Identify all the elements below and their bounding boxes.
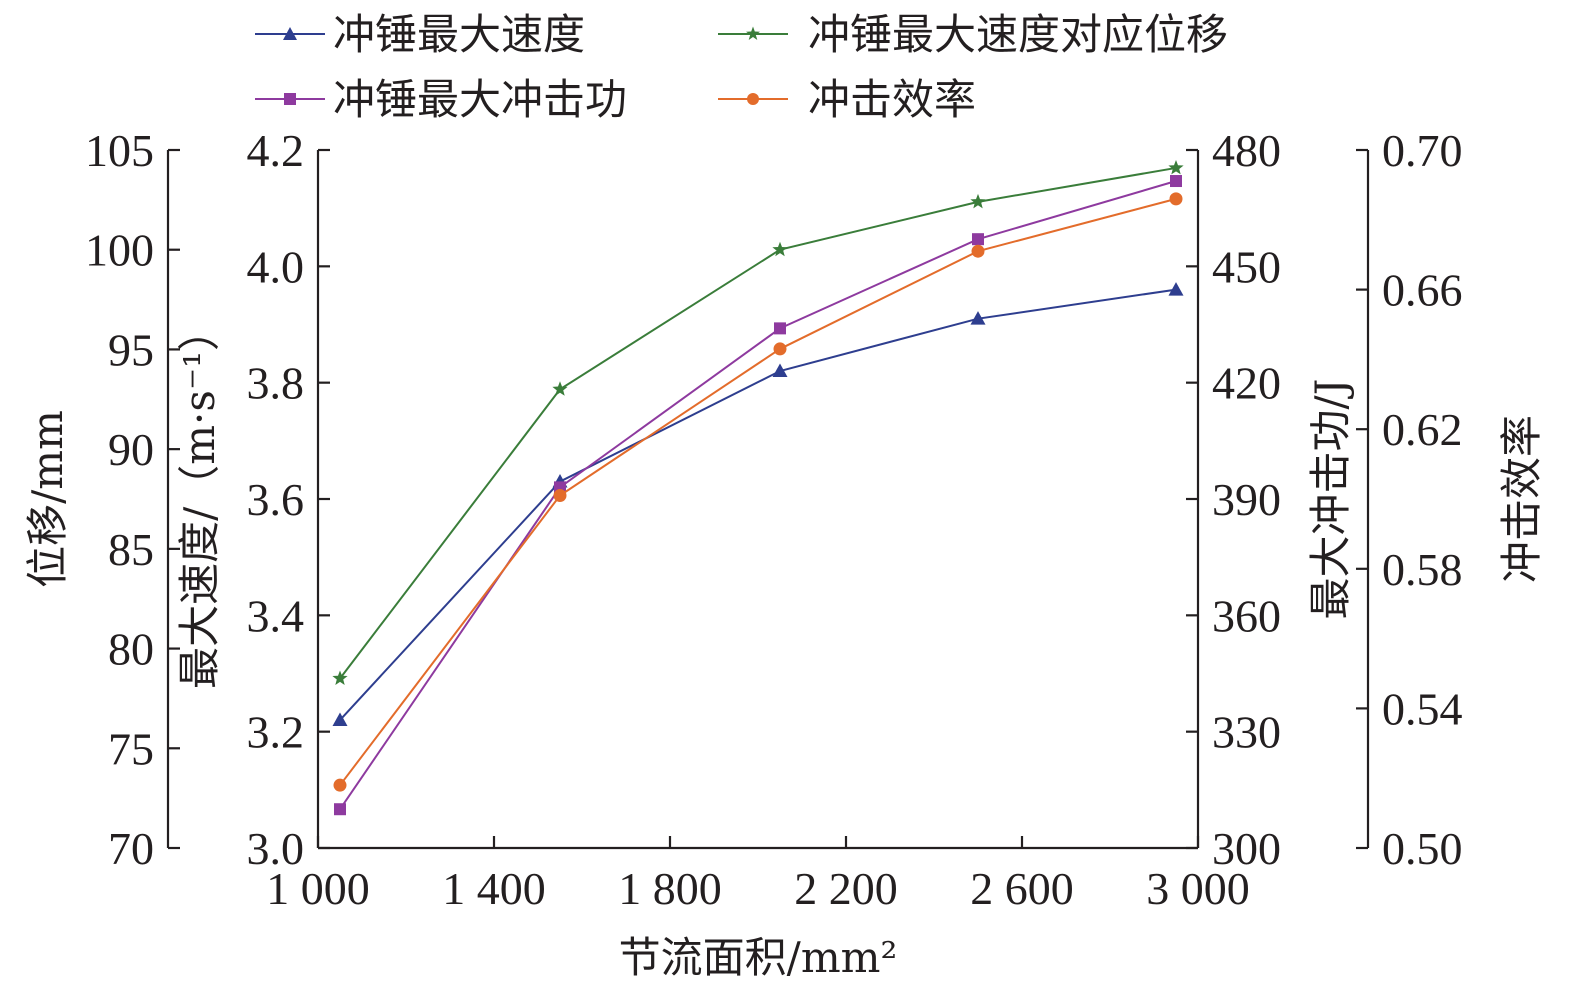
x-tick-label: 1 400	[442, 863, 546, 914]
x-tick-label: 1 000	[266, 863, 370, 914]
displacement-tick-label: 90	[108, 424, 154, 475]
legend-item-velocity: 冲锤最大速度	[255, 10, 585, 59]
legend-label-efficiency: 冲击效率	[808, 75, 976, 124]
data-point-efficiency	[1170, 192, 1183, 205]
efficiency-tick-label: 0.70	[1382, 125, 1463, 176]
x-tick-label: 2 200	[794, 863, 898, 914]
legend-label-velocity: 冲锤最大速度	[333, 10, 585, 59]
energy-tick-label: 450	[1212, 241, 1281, 292]
legend-marker-displacement	[746, 27, 760, 41]
legend-label-displacement: 冲锤最大速度对应位移	[808, 10, 1228, 59]
displacement-tick-label: 85	[108, 524, 154, 575]
energy-tick-label: 480	[1212, 125, 1281, 176]
x-tick-label: 3 000	[1146, 863, 1250, 914]
series-displacement	[332, 160, 1183, 685]
velocity-tick-label: 4.0	[247, 241, 305, 292]
energy-axis-title: 最大冲击功/J	[1306, 379, 1355, 620]
energy-tick-label: 360	[1212, 590, 1281, 641]
chart: 冲锤最大速度 冲锤最大速度对应位移 冲锤最大冲击功 冲击效率 70 75 80 85 9…	[0, 0, 1575, 994]
x-tick-label: 1 800	[618, 863, 722, 914]
displacement-tick-label: 100	[85, 225, 154, 276]
displacement-tick-label: 75	[108, 723, 154, 774]
legend-item-efficiency: 冲击效率	[718, 75, 976, 124]
data-point-efficiency	[774, 342, 787, 355]
data-point-velocity	[1169, 282, 1184, 296]
data-point-displacement	[970, 194, 985, 208]
series-line-displacement	[340, 168, 1176, 679]
energy-tick-label: 420	[1212, 358, 1281, 409]
data-point-energy	[334, 803, 346, 815]
efficiency-tick-label: 0.50	[1382, 823, 1463, 874]
velocity-tick-label: 3.6	[247, 474, 305, 525]
velocity-tick-label: 4.2	[247, 125, 305, 176]
velocity-tick-label: 3.4	[247, 590, 305, 641]
data-point-displacement	[552, 381, 567, 395]
series-layer	[332, 160, 1183, 815]
series-velocity	[333, 282, 1184, 726]
efficiency-tick-label: 0.54	[1382, 683, 1463, 734]
legend-marker-efficiency	[747, 93, 759, 105]
data-point-energy	[1170, 175, 1182, 187]
legend-label-energy: 冲锤最大冲击功	[333, 75, 627, 124]
data-point-efficiency	[334, 779, 347, 792]
data-point-energy	[774, 322, 786, 334]
x-axis-title: 节流面积/mm²	[619, 933, 898, 982]
legend-item-displacement: 冲锤最大速度对应位移	[718, 10, 1228, 59]
legend: 冲锤最大速度 冲锤最大速度对应位移 冲锤最大冲击功 冲击效率	[255, 10, 1228, 124]
series-line-efficiency	[340, 199, 1176, 785]
displacement-tick-label: 80	[108, 624, 154, 675]
energy-tick-label: 330	[1212, 707, 1281, 758]
velocity-tick-label: 3.8	[247, 358, 305, 409]
data-point-efficiency	[554, 489, 567, 502]
displacement-tick-label: 95	[108, 324, 154, 375]
displacement-tick-label: 70	[108, 823, 154, 874]
efficiency-tick-label: 0.62	[1382, 404, 1463, 455]
legend-marker-energy	[284, 93, 296, 105]
efficiency-ticks: 0.50 0.54 0.58 0.62 0.66 0.70	[1356, 125, 1463, 874]
efficiency-tick-label: 0.58	[1382, 544, 1463, 595]
series-line-energy	[340, 181, 1176, 809]
efficiency-axis-title: 冲击效率	[1497, 415, 1546, 583]
legend-item-energy: 冲锤最大冲击功	[255, 75, 627, 124]
displacement-ticks: 70 75 80 85 90 95 100 105	[85, 125, 180, 874]
data-point-energy	[972, 233, 984, 245]
data-point-efficiency	[972, 245, 985, 258]
efficiency-tick-label: 0.66	[1382, 265, 1463, 316]
series-efficiency	[334, 192, 1183, 791]
displacement-tick-label: 105	[85, 125, 154, 176]
velocity-tick-label: 3.2	[247, 707, 305, 758]
series-energy	[334, 175, 1182, 815]
series-line-velocity	[340, 290, 1176, 720]
energy-tick-label: 390	[1212, 474, 1281, 525]
x-tick-label: 2 600	[970, 863, 1074, 914]
data-point-displacement	[1168, 160, 1183, 174]
velocity-axis-title: 最大速度/（m·s⁻¹）	[175, 309, 224, 689]
displacement-axis-title: 位移/mm	[23, 410, 72, 588]
